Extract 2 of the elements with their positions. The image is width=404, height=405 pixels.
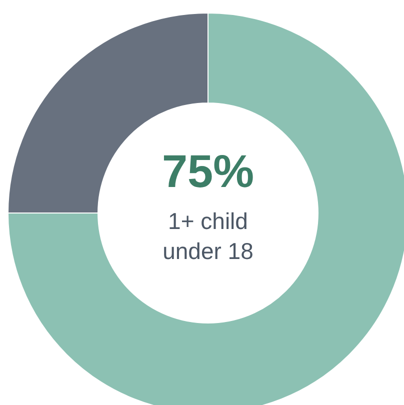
text: 1+ child under 18 (162, 208, 254, 264)
data-label: 75% (162, 145, 254, 197)
